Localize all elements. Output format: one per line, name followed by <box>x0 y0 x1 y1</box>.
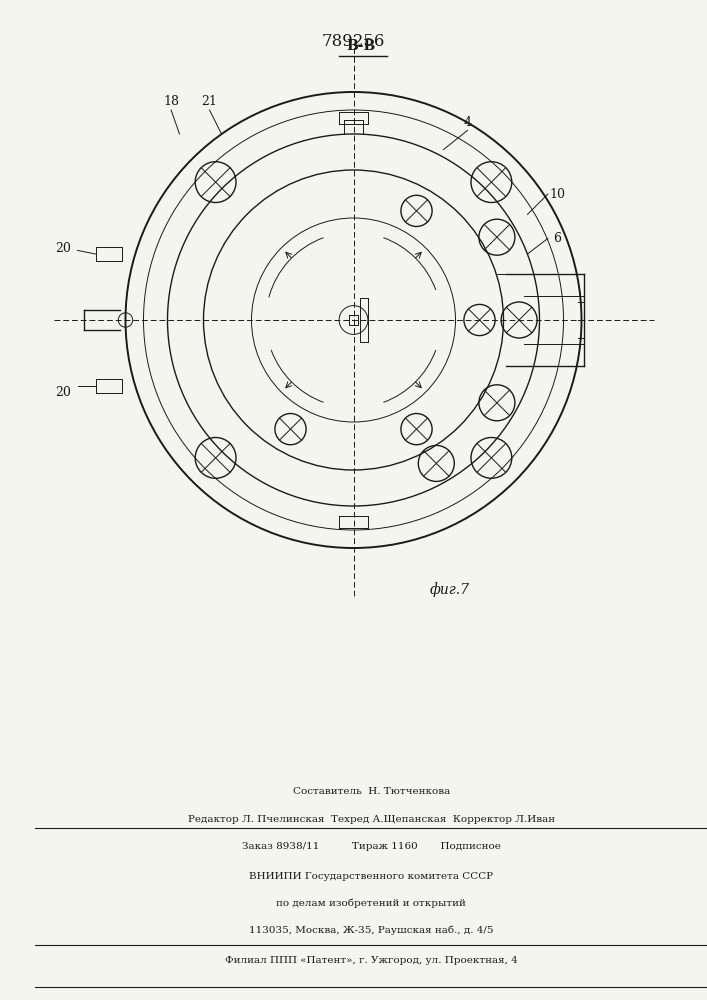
Text: по делам изобретений и открытий: по делам изобретений и открытий <box>276 899 466 908</box>
Text: В-В: В-В <box>346 39 375 53</box>
Text: 18: 18 <box>163 95 179 108</box>
Text: 6: 6 <box>554 232 561 245</box>
Text: фиг.7: фиг.7 <box>429 583 469 597</box>
Text: 789256: 789256 <box>322 33 385 50</box>
Text: 4: 4 <box>464 115 472 128</box>
Text: 113035, Москва, Ж-35, Раушская наб., д. 4/5: 113035, Москва, Ж-35, Раушская наб., д. … <box>249 925 493 935</box>
Text: 21: 21 <box>201 95 218 108</box>
Text: Филиал ППП «Патент», г. Ужгород, ул. Проектная, 4: Филиал ППП «Патент», г. Ужгород, ул. Про… <box>225 956 518 965</box>
Text: Заказ 8938/11          Тираж 1160       Подписное: Заказ 8938/11 Тираж 1160 Подписное <box>242 842 501 851</box>
Text: ВНИИПИ Государственного комитета СССР: ВНИИПИ Государственного комитета СССР <box>249 872 493 881</box>
Text: 10: 10 <box>549 188 566 200</box>
Text: Составитель  Н. Тютченкова: Составитель Н. Тютченкова <box>293 787 450 796</box>
Text: 20: 20 <box>55 385 71 398</box>
Text: Редактор Л. Пчелинская  Техред А.Щепанская  Корректор Л.Иван: Редактор Л. Пчелинская Техред А.Щепанска… <box>187 815 555 824</box>
Text: 20: 20 <box>55 241 71 254</box>
